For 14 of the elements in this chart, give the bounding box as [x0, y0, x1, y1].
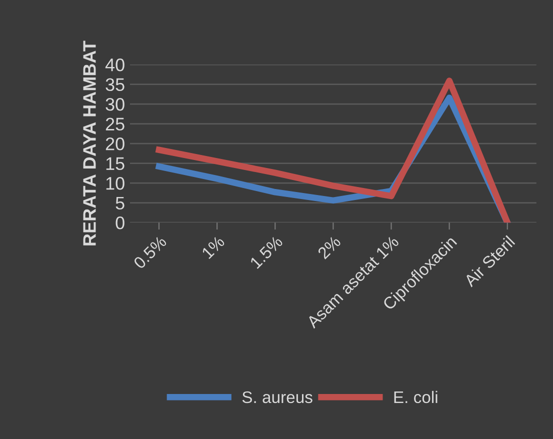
y-tick-label: 40 [105, 58, 124, 72]
x-tick-label: 1% [201, 235, 226, 260]
legend-label: E. coli [394, 390, 438, 404]
y-tick-label: 10 [106, 176, 124, 190]
y-tick-label: 20 [106, 137, 124, 150]
y-tick-label: 30 [106, 98, 124, 111]
y-axis-title: RERATA DAYA HAMBAT [83, 40, 96, 246]
x-tick-label: 2% [317, 235, 342, 260]
y-tick-label: 5 [116, 196, 124, 210]
legend-label: S. aureus [242, 391, 312, 404]
y-tick-label: 25 [106, 118, 124, 131]
y-tick-label: 35 [106, 78, 124, 92]
y-tick-label: 15 [106, 157, 124, 170]
y-tick-label: 0 [116, 216, 124, 230]
